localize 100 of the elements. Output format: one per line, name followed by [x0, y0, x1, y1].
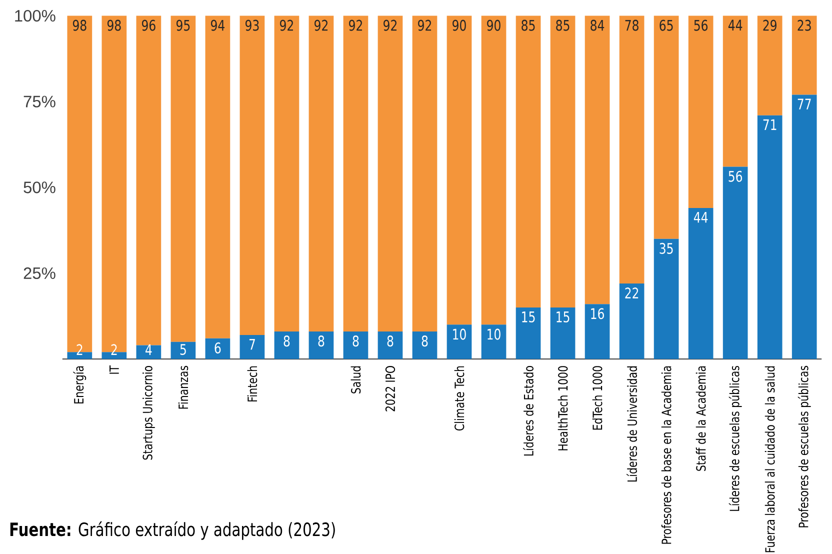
bar: [136, 345, 162, 359]
bar: [170, 342, 196, 359]
data-label: 15: [522, 312, 535, 322]
bar: [654, 238, 679, 359]
data-label: 77: [798, 98, 811, 110]
data-label: 35: [660, 242, 673, 254]
data-label: 94: [211, 20, 224, 31]
data-label: 4: [146, 344, 152, 355]
x-tick-label: Fintech: [247, 366, 258, 402]
bar: [688, 208, 714, 359]
data-label: 8: [284, 336, 290, 347]
bar: [412, 332, 438, 359]
x-tick-label: HealthTech 1000: [558, 366, 568, 450]
bar: [516, 308, 541, 359]
bar: [205, 338, 230, 359]
data-label: 92: [418, 20, 432, 31]
x-tick-label: Staff de la Academia: [696, 366, 706, 471]
bar: [550, 308, 576, 359]
x-tick-label: Startups Unicornio: [142, 366, 155, 460]
data-label: 85: [556, 20, 570, 31]
bar: [343, 332, 368, 359]
x-tick-label: Energía: [73, 366, 86, 404]
bar: [274, 16, 300, 332]
bar: [516, 16, 541, 308]
bar: [378, 16, 403, 332]
bar: [240, 334, 265, 359]
data-label: 90: [487, 20, 500, 31]
data-label: 16: [591, 308, 604, 320]
data-label: 10: [488, 328, 500, 340]
y-tick-label: 75%: [24, 96, 56, 108]
bar: [792, 94, 817, 359]
bar: [308, 16, 334, 332]
data-label: 15: [556, 312, 570, 322]
x-tick-label: 2022 IPO: [385, 366, 396, 412]
bar: [446, 16, 472, 325]
x-tick-label: Líderes de Estado: [523, 366, 534, 456]
bar: [584, 304, 610, 359]
data-label: 78: [625, 20, 638, 31]
x-tick-label: Líderes de Universidad: [626, 366, 638, 482]
y-tick-label: 100%: [15, 10, 56, 22]
bar: [240, 16, 265, 335]
data-label: 95: [176, 20, 190, 31]
data-label: 5: [180, 344, 186, 355]
bar: [378, 332, 403, 359]
data-label: 92: [384, 20, 397, 31]
data-label: 8: [422, 336, 428, 347]
bar: [584, 16, 610, 304]
bar: [792, 16, 817, 95]
bar: [688, 16, 714, 208]
bar: [481, 16, 506, 325]
bar: [308, 332, 334, 359]
data-label: 29: [763, 20, 776, 31]
data-label: 90: [452, 20, 466, 31]
bar: [136, 16, 162, 346]
data-label: 92: [280, 20, 293, 31]
x-tick-label: Salud: [350, 366, 361, 394]
bar: [722, 166, 748, 359]
bar: [757, 115, 782, 359]
data-label: 96: [142, 20, 156, 31]
data-label: 71: [763, 119, 776, 130]
data-label: 93: [246, 20, 259, 31]
text: Fuente: Gráfico extraído y adaptado (2023): [10, 521, 335, 540]
data-label: 7: [249, 338, 255, 350]
bar: [343, 16, 368, 332]
data-label: 92: [349, 20, 362, 31]
bar: [446, 324, 472, 359]
data-label: 56: [728, 170, 742, 182]
data-label: 8: [352, 336, 359, 347]
data-label: 98: [107, 20, 121, 31]
x-tick-label: IT: [110, 365, 119, 374]
data-label: 10: [453, 328, 466, 340]
x-tick-label: Líderes de escuelas públicas: [728, 366, 742, 511]
data-label: 22: [625, 288, 638, 298]
x-tick-label: Climate Tech: [454, 366, 464, 430]
bar: [481, 324, 506, 359]
data-label: 56: [694, 20, 708, 31]
data-label: 8: [387, 336, 394, 347]
data-label: 85: [522, 20, 535, 31]
x-tick-label: EdTech 1000: [592, 366, 602, 430]
bar: [722, 16, 748, 167]
bar: [757, 16, 782, 116]
bar: [550, 16, 576, 308]
bar: [274, 332, 300, 359]
bar: [170, 16, 196, 342]
x-tick-label: Fuerza laboral al cuidado de la salud: [764, 366, 775, 552]
x-tick-label: Finanzas: [178, 366, 188, 409]
data-label: 44: [728, 20, 742, 30]
bar: [412, 16, 438, 332]
y-tick-label: 25%: [24, 267, 56, 280]
data-label: 6: [214, 342, 221, 354]
data-label: 98: [72, 20, 86, 31]
y-tick-label: 50%: [24, 182, 56, 194]
bar: [205, 16, 230, 338]
data-label: 84: [590, 20, 604, 31]
data-label: 65: [660, 20, 673, 31]
data-label: 92: [314, 20, 328, 31]
x-tick-label: Profesores de escuelas públicas: [798, 366, 811, 528]
bar: [619, 284, 644, 359]
x-tick-label: Profesores de base en la Academia: [661, 366, 672, 544]
bar: [654, 16, 679, 239]
